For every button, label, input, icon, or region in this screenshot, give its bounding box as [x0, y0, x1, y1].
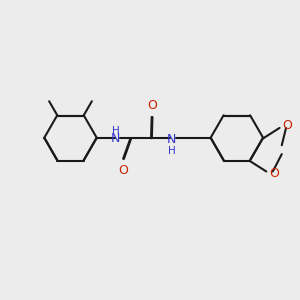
Text: O: O [118, 164, 128, 177]
Text: N: N [111, 132, 120, 145]
Text: O: O [283, 119, 292, 132]
Text: H: H [112, 126, 119, 136]
Text: O: O [269, 167, 279, 180]
Text: N: N [167, 133, 176, 146]
Text: H: H [168, 146, 176, 156]
Text: O: O [147, 99, 157, 112]
